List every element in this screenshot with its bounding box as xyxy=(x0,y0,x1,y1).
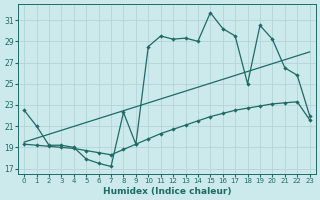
X-axis label: Humidex (Indice chaleur): Humidex (Indice chaleur) xyxy=(103,187,231,196)
